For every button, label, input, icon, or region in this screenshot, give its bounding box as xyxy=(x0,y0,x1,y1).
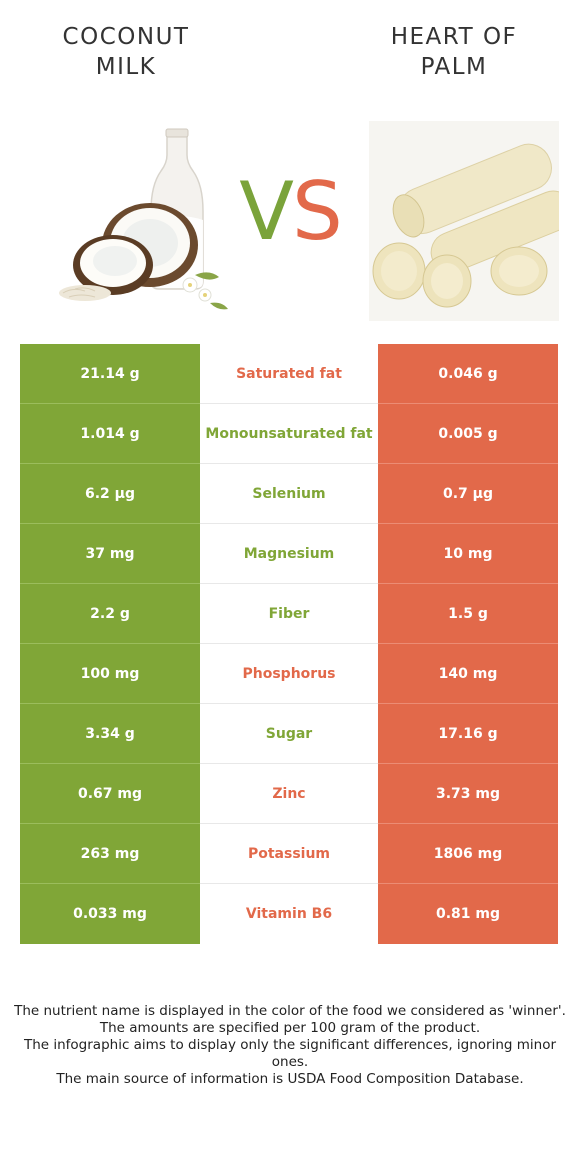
nutrient-name-cell: Saturated fat xyxy=(200,344,378,404)
footnote-line-1: The nutrient name is displayed in the co… xyxy=(14,1003,566,1019)
versus-s-letter: S xyxy=(291,165,343,258)
table-row: 2.2 g Fiber 1.5 g xyxy=(20,584,558,644)
nutrient-name-cell: Selenium xyxy=(200,464,378,524)
right-food-title: HEART OF PALM xyxy=(344,22,564,82)
table-row: 37 mg Magnesium 10 mg xyxy=(20,524,558,584)
left-value-cell: 21.14 g xyxy=(20,344,200,404)
table-row: 0.67 mg Zinc 3.73 mg xyxy=(20,764,558,824)
table-row: 1.014 g Monounsaturated fat 0.005 g xyxy=(20,404,558,464)
left-value-cell: 100 mg xyxy=(20,644,200,704)
table-row: 3.34 g Sugar 17.16 g xyxy=(20,704,558,764)
table-row: 6.2 µg Selenium 0.7 µg xyxy=(20,464,558,524)
right-food-title-line1: HEART OF xyxy=(390,24,518,50)
footnote: The nutrient name is displayed in the co… xyxy=(14,1003,566,1088)
nutrient-name-cell: Sugar xyxy=(200,704,378,764)
table-row: 263 mg Potassium 1806 mg xyxy=(20,824,558,884)
nutrient-comparison-table: 21.14 g Saturated fat 0.046 g 1.014 g Monoun… xyxy=(20,344,558,944)
left-value-cell: 3.34 g xyxy=(20,704,200,764)
footnote-line-2: The amounts are specified per 100 gram o… xyxy=(99,1020,481,1036)
right-value-cell: 1.5 g xyxy=(378,584,558,644)
right-value-cell: 0.7 µg xyxy=(378,464,558,524)
left-value-cell: 0.67 mg xyxy=(20,764,200,824)
nutrient-name-cell: Vitamin B6 xyxy=(200,884,378,944)
versus-v-letter: V xyxy=(239,165,294,258)
right-value-cell: 10 mg xyxy=(378,524,558,584)
footnote-line-3: The infographic aims to display only the… xyxy=(23,1037,557,1070)
footnote-line-4: The main source of information is USDA F… xyxy=(56,1071,524,1087)
nutrient-name-cell: Zinc xyxy=(200,764,378,824)
right-value-cell: 0.81 mg xyxy=(378,884,558,944)
left-food-title-line1: COCONUT xyxy=(62,24,190,50)
heart-of-palm-image xyxy=(369,121,559,321)
right-value-cell: 0.046 g xyxy=(378,344,558,404)
left-value-cell: 37 mg xyxy=(20,524,200,584)
right-value-cell: 17.16 g xyxy=(378,704,558,764)
nutrient-name-cell: Fiber xyxy=(200,584,378,644)
table-row: 21.14 g Saturated fat 0.046 g xyxy=(20,344,558,404)
versus-label: VS xyxy=(220,162,360,262)
left-value-cell: 6.2 µg xyxy=(20,464,200,524)
right-value-cell: 140 mg xyxy=(378,644,558,704)
table-row: 100 mg Phosphorus 140 mg xyxy=(20,644,558,704)
left-value-cell: 2.2 g xyxy=(20,584,200,644)
nutrient-name-cell: Magnesium xyxy=(200,524,378,584)
right-value-cell: 3.73 mg xyxy=(378,764,558,824)
left-food-title-line2: MILK xyxy=(95,54,157,80)
left-value-cell: 0.033 mg xyxy=(20,884,200,944)
table-row: 0.033 mg Vitamin B6 0.81 mg xyxy=(20,884,558,944)
right-value-cell: 0.005 g xyxy=(378,404,558,464)
left-value-cell: 1.014 g xyxy=(20,404,200,464)
nutrient-name-cell: Phosphorus xyxy=(200,644,378,704)
right-food-title-line2: PALM xyxy=(420,54,488,80)
nutrient-name-cell: Monounsaturated fat xyxy=(200,404,378,464)
coconut-milk-image xyxy=(59,128,228,310)
right-value-cell: 1806 mg xyxy=(378,824,558,884)
left-value-cell: 263 mg xyxy=(20,824,200,884)
nutrient-name-cell: Potassium xyxy=(200,824,378,884)
left-food-title: COCONUT MILK xyxy=(16,22,236,82)
